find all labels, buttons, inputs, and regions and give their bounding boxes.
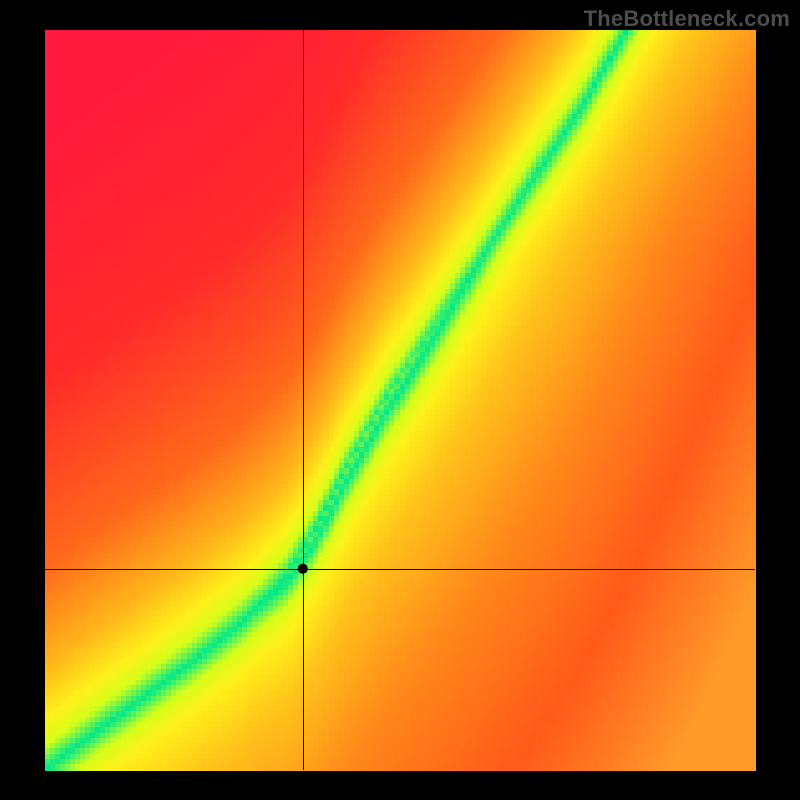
watermark-label: TheBottleneck.com [584, 6, 790, 32]
overlay-canvas [0, 0, 800, 800]
chart-container: TheBottleneck.com [0, 0, 800, 800]
